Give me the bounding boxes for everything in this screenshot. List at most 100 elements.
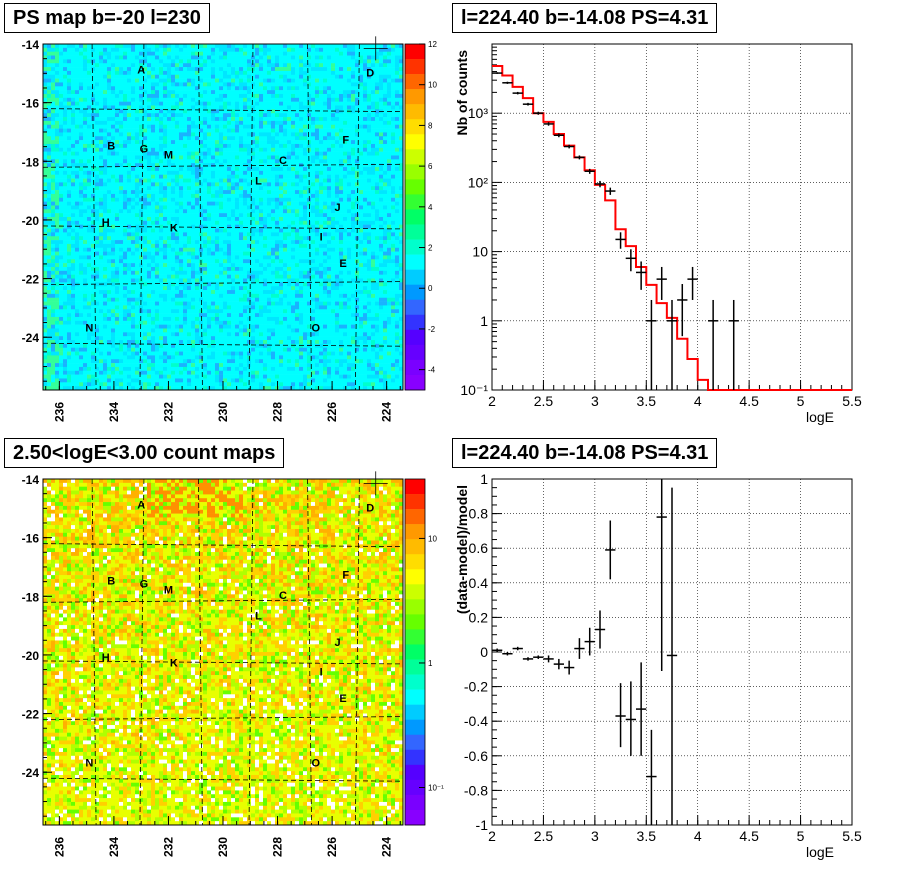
data-point xyxy=(605,188,615,195)
data-point xyxy=(677,284,687,336)
data-point xyxy=(615,683,625,747)
source-label: J xyxy=(334,637,340,649)
data-point xyxy=(657,267,667,300)
data-point xyxy=(667,488,677,825)
colorbar-label: 6 xyxy=(428,162,433,171)
data-point xyxy=(646,300,656,390)
source-label: F xyxy=(342,570,349,582)
y-tick-label: -16 xyxy=(22,532,40,546)
x-tick-label: 232 xyxy=(161,402,175,422)
source-label: H xyxy=(102,652,110,664)
x-tick-label: 226 xyxy=(325,402,339,422)
data-point xyxy=(533,112,543,115)
x-tick-label: 2.5 xyxy=(534,393,554,409)
data-point xyxy=(636,261,646,289)
source-label: N xyxy=(85,757,93,769)
source-label: F xyxy=(342,135,349,147)
y-tick-label: -20 xyxy=(22,214,40,228)
source-label: K xyxy=(170,658,178,670)
y-tick-label: -24 xyxy=(22,331,40,345)
colorbar-label: 4 xyxy=(428,203,433,212)
y-tick-label: 0.8 xyxy=(469,506,489,522)
x-axis-label: logE xyxy=(806,409,834,425)
x-tick-label: 4.5 xyxy=(739,393,759,409)
data-point xyxy=(523,657,533,660)
data-point xyxy=(708,300,718,390)
x-tick-label: 228 xyxy=(271,837,285,857)
source-label: D xyxy=(366,67,374,79)
y-tick-label: -18 xyxy=(22,155,40,169)
source-label: L xyxy=(255,611,262,623)
y-axis-label: Nb of counts xyxy=(454,50,470,136)
source-label: D xyxy=(366,502,374,514)
source-label: N xyxy=(85,322,93,334)
data-point xyxy=(492,72,502,74)
data-point xyxy=(605,521,615,580)
data-point xyxy=(687,267,697,300)
data-point xyxy=(513,647,523,650)
x-tick-label: 236 xyxy=(52,402,66,422)
x-tick-label: 3 xyxy=(591,393,599,409)
source-label: K xyxy=(170,223,178,235)
x-tick-label: 4 xyxy=(694,393,702,409)
y-tick-label: -22 xyxy=(22,273,40,287)
data-point xyxy=(574,155,584,159)
y-tick-label: 0.2 xyxy=(469,609,489,625)
x-tick-label: 3 xyxy=(591,828,599,844)
y-tick-label: 10⁻¹ xyxy=(460,382,488,398)
source-label: G xyxy=(140,143,149,155)
data-point xyxy=(626,249,636,271)
x-tick-label: 3.5 xyxy=(637,393,657,409)
y-tick-label: -16 xyxy=(22,97,40,111)
data-point xyxy=(615,232,625,248)
source-label: A xyxy=(137,499,145,511)
data-point xyxy=(626,681,636,755)
colorbar-label: 10 xyxy=(428,534,437,543)
y-tick-label: -0.2 xyxy=(464,679,488,695)
x-tick-label: 4.5 xyxy=(739,828,759,844)
colorbar-label: 10⁻¹ xyxy=(428,784,444,793)
source-label: H xyxy=(102,217,110,229)
source-label: E xyxy=(339,693,346,705)
source-label: B xyxy=(107,141,115,153)
y-tick-label: -1 xyxy=(476,817,489,833)
colorbar-label: 12 xyxy=(428,40,437,49)
y-tick-label: -0.6 xyxy=(464,748,488,764)
heatmap-cells xyxy=(43,44,403,390)
source-label: M xyxy=(164,584,173,596)
data-point xyxy=(502,652,512,655)
source-label: G xyxy=(140,578,149,590)
y-tick-label: 0.4 xyxy=(469,575,489,591)
x-tick-label: 5 xyxy=(797,828,805,844)
x-tick-label: 2 xyxy=(488,828,496,844)
x-axis-label: logE xyxy=(806,844,834,860)
x-tick-label: 3.5 xyxy=(637,828,657,844)
data-point xyxy=(657,479,667,671)
source-label: O xyxy=(311,757,320,769)
residual-title: l=224.40 b=-14.08 PS=4.31 xyxy=(452,438,717,468)
source-label: J xyxy=(334,202,340,214)
ps-map-title: PS map b=-20 l=230 xyxy=(4,3,210,33)
source-label: C xyxy=(279,590,287,602)
source-label: I xyxy=(320,666,323,678)
colorbar-label: 0 xyxy=(428,284,433,293)
x-tick-label: 5.5 xyxy=(842,393,862,409)
colorbar xyxy=(405,479,425,825)
data-point xyxy=(554,659,564,669)
x-tick-label: 234 xyxy=(107,402,121,422)
spectrum-title: l=224.40 b=-14.08 PS=4.31 xyxy=(452,3,717,33)
source-label: M xyxy=(164,149,173,161)
count-map-title: 2.50<logE<3.00 count maps xyxy=(4,438,284,468)
data-point xyxy=(502,82,512,84)
y-tick-label: 1 xyxy=(480,471,488,487)
y-tick-label: -22 xyxy=(22,708,40,722)
source-label: L xyxy=(255,176,262,188)
y-tick-label: 10 xyxy=(472,244,488,260)
x-tick-label: 4 xyxy=(694,828,702,844)
data-point xyxy=(513,92,523,94)
